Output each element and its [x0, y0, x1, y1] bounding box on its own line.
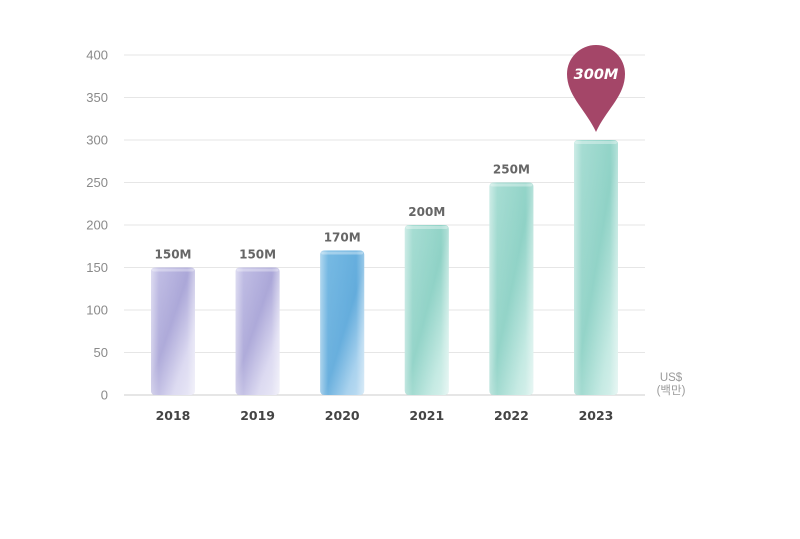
unit-label-line: (백만) — [657, 384, 686, 397]
highlight-pin-marker: 300M — [567, 45, 625, 132]
bar-shine — [151, 267, 195, 395]
x-tick-label: 2018 — [156, 408, 191, 423]
bar — [489, 182, 534, 395]
y-tick-label: 300 — [86, 133, 108, 148]
bar-top-highlight — [236, 268, 279, 272]
bar-top-highlight — [152, 268, 194, 272]
data-labels: 150M 150M 170M 200M 250M — [155, 163, 530, 262]
data-label: 150M — [155, 248, 192, 262]
pin-shape — [567, 45, 625, 132]
y-tick-label: 0 — [101, 388, 108, 403]
x-tick-label: 2019 — [240, 408, 275, 423]
data-label: 250M — [493, 163, 530, 177]
data-label: 200M — [408, 205, 445, 219]
bar — [235, 267, 280, 395]
bar-shine — [489, 182, 534, 395]
bar-shine — [235, 267, 280, 395]
bar-top-highlight — [321, 251, 364, 255]
x-axis-labels: 2018 2019 2020 2021 2022 2023 — [156, 408, 614, 423]
bar-top-highlight — [575, 141, 617, 144]
bar — [320, 250, 365, 395]
bar-shine — [320, 250, 365, 395]
bar-top-highlight — [490, 183, 533, 187]
bar-shine — [404, 225, 449, 395]
y-tick-label: 400 — [86, 48, 108, 63]
x-tick-label: 2020 — [325, 408, 360, 423]
bar — [404, 225, 449, 395]
y-axis-ticks: 0 50 100 150 200 250 300 350 400 — [86, 48, 108, 403]
bar-shine — [574, 140, 618, 395]
bar — [151, 267, 195, 395]
data-label: 170M — [324, 231, 361, 245]
grid-lines — [124, 54, 645, 396]
y-tick-label: 50 — [94, 345, 108, 360]
data-label: 150M — [239, 248, 276, 262]
unit-label: US$(백만) — [657, 372, 686, 397]
x-tick-label: 2022 — [494, 408, 529, 423]
y-tick-label: 250 — [86, 175, 108, 190]
bar — [574, 140, 618, 395]
bar-top-highlight — [405, 226, 448, 229]
data-label: 300M — [574, 67, 619, 83]
x-tick-label: 2021 — [409, 408, 444, 423]
x-tick-label: 2023 — [579, 408, 614, 423]
unit-label-line: US$ — [660, 372, 683, 384]
y-tick-label: 150 — [86, 260, 108, 275]
y-tick-label: 350 — [86, 90, 108, 105]
bars — [151, 140, 618, 395]
y-tick-label: 200 — [86, 218, 108, 233]
y-tick-label: 100 — [86, 303, 108, 318]
